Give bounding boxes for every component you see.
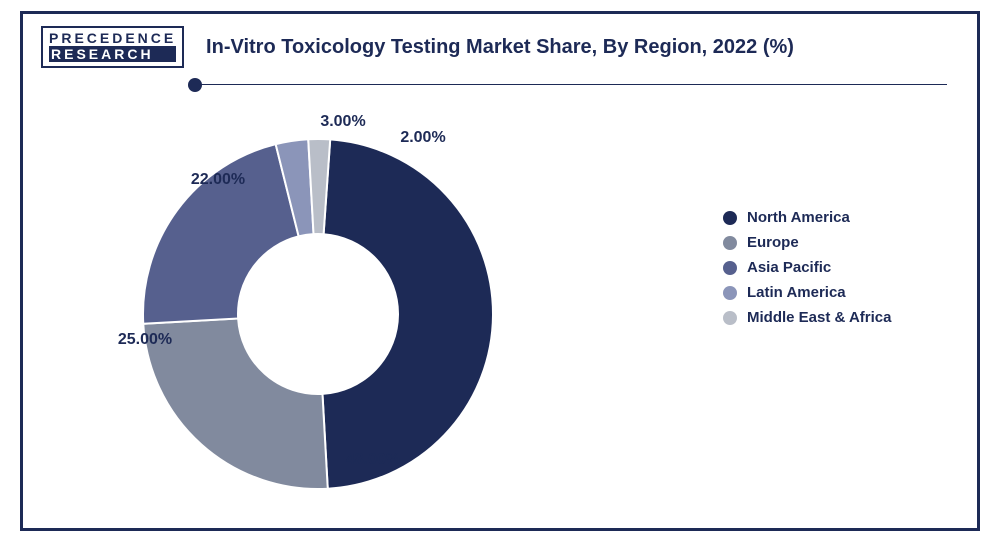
legend-item-2: Asia Pacific [723,259,891,276]
legend-label: Latin America [747,284,846,301]
legend-dot-icon [723,261,737,275]
legend-dot-icon [723,211,737,225]
legend-dot-icon [723,286,737,300]
legend-item-4: Middle East & Africa [723,309,891,326]
legend-label: Middle East & Africa [747,309,891,326]
chart-frame: PRECEDENCE RESEARCH In-Vitro Toxicology … [20,11,980,531]
legend-item-3: Latin America [723,284,891,301]
legend-dot-icon [723,311,737,325]
rule-dot-icon [188,78,202,92]
slice-label-4: 2.00% [400,129,445,146]
slice-label-3: 3.00% [320,114,365,130]
legend: North America Europe Asia Pacific Latin Ame… [723,209,891,334]
donut-svg: 48.00% 25.00% 22.00% 3.00% 2.00% [83,114,553,514]
rule-line [195,84,947,85]
donut-chart: 48.00% 25.00% 22.00% 3.00% 2.00% [83,114,553,514]
donut-slices [143,139,493,489]
chart-title: In-Vitro Toxicology Testing Market Share… [23,36,977,59]
slice-label-1: 25.00% [118,331,172,348]
legend-label: North America [747,209,850,226]
legend-item-0: North America [723,209,891,226]
slice-label-2: 22.00% [191,171,245,188]
legend-label: Asia Pacific [747,259,831,276]
legend-item-1: Europe [723,234,891,251]
legend-dot-icon [723,236,737,250]
slice-label-0: 48.00% [346,451,400,468]
title-rule [188,78,947,92]
legend-label: Europe [747,234,799,251]
slice-north-america [322,139,493,488]
